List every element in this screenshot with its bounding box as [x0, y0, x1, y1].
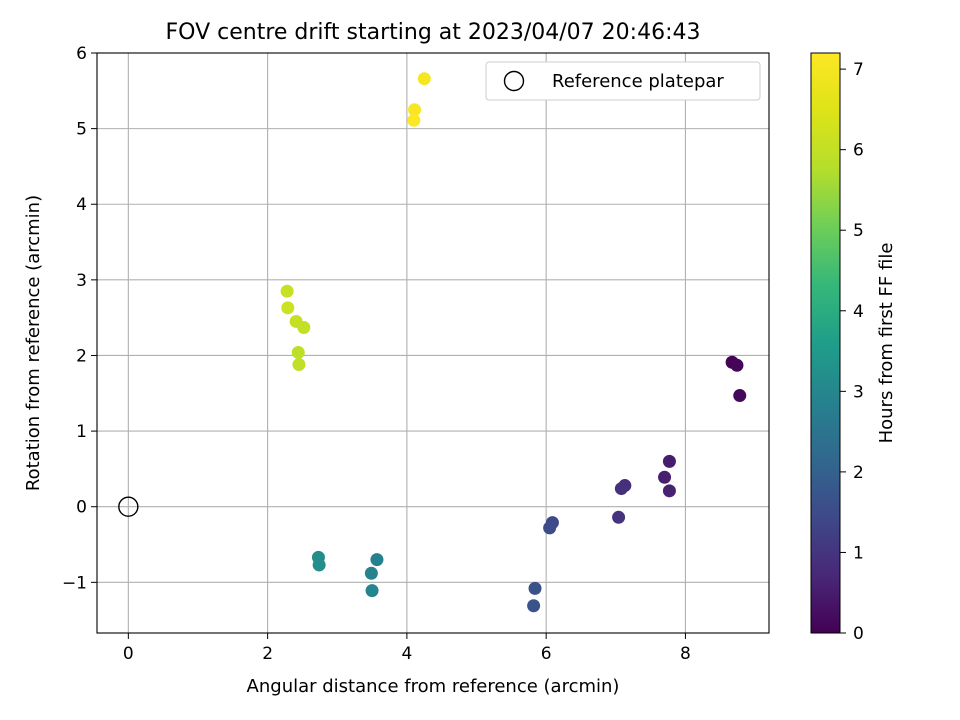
- plot-frame: [96, 52, 770, 634]
- plot-area: 0 2 4 6 8 −1 0 1 2 3 4 5 6: [62, 44, 770, 664]
- data-point: [408, 103, 422, 117]
- data-point: [370, 553, 384, 567]
- y-tick-label: 5: [76, 120, 87, 140]
- colorbar-tick-label: 5: [853, 221, 864, 241]
- x-tick-label: 0: [123, 644, 134, 664]
- x-tick-label: 4: [401, 644, 412, 664]
- data-point: [658, 470, 672, 484]
- data-point: [733, 389, 747, 403]
- data-point: [417, 72, 431, 86]
- data-point: [364, 566, 378, 580]
- reference-platepar-point: [118, 496, 139, 517]
- colorbar-ticks: 0 1 2 3 4 5 6 7: [840, 60, 864, 644]
- data-point: [365, 584, 379, 598]
- data-point: [543, 521, 557, 535]
- data-points: [280, 72, 747, 613]
- colorbar-tick-label: 1: [853, 543, 864, 563]
- data-point: [662, 454, 676, 468]
- x-tick-label: 8: [680, 644, 691, 664]
- x-tick-label: 6: [541, 644, 552, 664]
- y-tick-label: 3: [76, 271, 87, 291]
- legend-box: [485, 61, 761, 101]
- y-axis-label: Rotation from reference (arcmin): [23, 195, 44, 491]
- data-point: [612, 510, 626, 524]
- colorbar-tick-label: 3: [853, 382, 864, 402]
- x-axis-ticks: 0 2 4 6 8: [123, 633, 691, 664]
- colorbar: 0 1 2 3 4 5 6 7 Hours from first FF file: [810, 52, 897, 644]
- colorbar-tick-label: 6: [853, 141, 864, 161]
- data-point: [528, 581, 542, 595]
- x-axis-label: Angular distance from reference (arcmin): [247, 676, 620, 697]
- y-axis-ticks: −1 0 1 2 3 4 5 6: [62, 44, 97, 593]
- colorbar-gradient: [810, 52, 841, 634]
- data-point: [281, 301, 295, 315]
- data-point: [730, 358, 744, 372]
- x-tick-label: 2: [262, 644, 273, 664]
- data-point: [312, 558, 326, 572]
- legend-marker-reference: [503, 70, 525, 92]
- colorbar-tick-label: 4: [853, 302, 864, 322]
- colorbar-label: Hours from first FF file: [876, 243, 897, 444]
- colorbar-tick-label: 7: [853, 60, 864, 80]
- data-point: [662, 484, 676, 498]
- y-tick-label: 1: [76, 422, 87, 442]
- data-point: [280, 284, 294, 298]
- y-tick-label: 2: [76, 346, 87, 366]
- chart-title: FOV centre drift starting at 2023/04/07 …: [166, 20, 701, 45]
- y-tick-label: 6: [76, 44, 87, 64]
- data-point: [291, 345, 305, 359]
- y-tick-label: −1: [62, 573, 87, 593]
- colorbar-tick-label: 0: [853, 624, 864, 644]
- colorbar-tick-label: 2: [853, 463, 864, 483]
- plot-background: [97, 53, 769, 633]
- data-point: [407, 113, 421, 127]
- y-tick-label: 4: [76, 195, 87, 215]
- data-point: [292, 358, 306, 372]
- data-point: [289, 314, 303, 328]
- data-point: [614, 482, 628, 496]
- y-tick-label: 0: [76, 498, 87, 518]
- legend: Reference platepar: [485, 61, 761, 101]
- legend-label-reference: Reference platepar: [552, 71, 724, 92]
- data-point: [527, 599, 541, 613]
